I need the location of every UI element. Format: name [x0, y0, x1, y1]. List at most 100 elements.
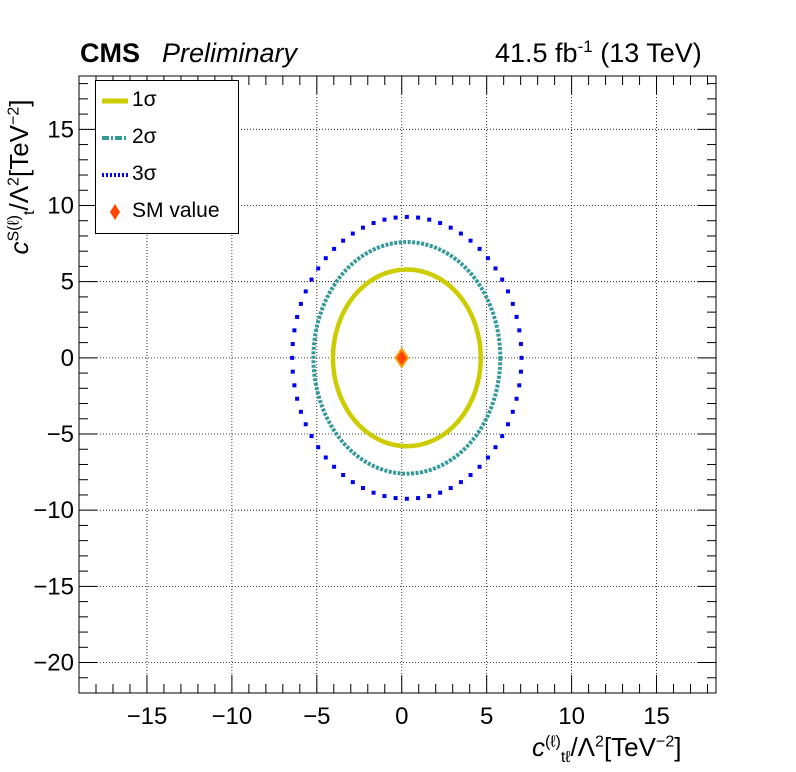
contour-3sigma-point — [292, 328, 297, 333]
contour-3sigma-point — [427, 217, 432, 222]
contour-3sigma-point — [393, 215, 398, 220]
contour-3sigma-point — [416, 215, 421, 220]
contour-3sigma-point — [510, 409, 515, 414]
contour-3sigma-point — [514, 396, 519, 401]
contour-3sigma-point — [382, 494, 387, 499]
sm-marker-group — [394, 347, 409, 369]
contour-3sigma-point — [341, 238, 346, 243]
contour-3sigma-point — [309, 277, 314, 282]
x-tick-label: −15 — [127, 703, 168, 730]
contour-3sigma-point — [518, 342, 523, 347]
contour-3sigma-point — [382, 217, 387, 222]
contour-3sigma-point — [404, 496, 409, 501]
contour-3sigma-point — [290, 342, 295, 347]
y-tick-label: 15 — [47, 116, 74, 143]
contour-3sigma-point — [298, 409, 303, 414]
contour-3sigma-point — [468, 238, 473, 243]
x-axis-title: c(ℓ)tℓ/Λ2[TeV−2] — [532, 732, 682, 767]
y-tick-label: −10 — [33, 497, 74, 524]
legend-item-2sigma: 2σ — [96, 120, 238, 156]
contour-3sigma-point — [323, 455, 328, 460]
y-tick-label: −5 — [47, 421, 74, 448]
luminosity-label: 41.5 fb-1 (13 TeV) — [495, 37, 702, 68]
contour-3sigma-point — [316, 266, 321, 271]
contour-2sigma — [311, 240, 503, 476]
contour-3sigma-point — [477, 464, 482, 469]
contour-3sigma-point — [323, 256, 328, 261]
y-tick-label: −15 — [33, 573, 74, 600]
contour-3sigma-point — [485, 455, 490, 460]
diamond-marker-icon — [110, 204, 120, 220]
contour-3sigma-point — [500, 277, 505, 282]
plot-frame — [78, 75, 717, 694]
y-tick-label: −20 — [33, 650, 74, 677]
contour-3sigma-point — [341, 473, 346, 478]
y-axis-title: cS(ℓ)t/Λ2[TeV−2] — [4, 99, 39, 255]
contour-3sigma-point — [517, 383, 522, 388]
dash-dot-line-icon — [102, 136, 128, 140]
legend-item-1sigma: 1σ — [96, 83, 238, 119]
contour-3sigma-point — [290, 355, 295, 360]
x-tick-label: 10 — [558, 703, 585, 730]
contour-3sigma-point — [309, 434, 314, 439]
contour-3sigma-point — [298, 301, 303, 306]
contour-3sigma-point — [468, 473, 473, 478]
contour-3sigma-point — [332, 246, 337, 251]
contour-3sigma-point — [371, 490, 376, 495]
contours — [290, 214, 524, 501]
contour-3sigma-point — [493, 445, 498, 450]
contour-3sigma-point — [404, 214, 409, 219]
contour-3sigma-point — [510, 301, 515, 306]
contour-3sigma-point — [477, 246, 482, 251]
contour-3sigma-point — [290, 369, 295, 374]
contour-3sigma-point — [303, 422, 308, 427]
contour-3sigma-point — [438, 220, 443, 225]
contour-3sigma-point — [448, 225, 453, 230]
contour-3sigma-point — [371, 220, 376, 225]
sm-value-marker — [394, 347, 409, 369]
x-tick-label: −5 — [303, 703, 330, 730]
contour-3sigma-point — [393, 496, 398, 501]
legend: 1σ 2σ 3σ SM value — [95, 80, 239, 234]
dotted-line-icon — [102, 173, 128, 177]
legend-item-3sigma: 3σ — [96, 157, 238, 193]
contour-3sigma-point — [350, 231, 355, 236]
solid-line-icon — [102, 98, 128, 104]
x-tick-label: 5 — [480, 703, 493, 730]
contour-3sigma-point — [295, 314, 300, 319]
contour-3sigma-point — [493, 266, 498, 271]
y-tick-label: 0 — [61, 345, 74, 372]
contour-3sigma-point — [505, 422, 510, 427]
contour-3sigma-point — [316, 445, 321, 450]
x-tick-label: −10 — [212, 703, 253, 730]
axis-ticks — [78, 76, 716, 694]
contour-3sigma-point — [500, 434, 505, 439]
y-tick-label: 10 — [47, 192, 74, 219]
x-tick-label: 15 — [643, 703, 670, 730]
experiment-label: CMS — [80, 38, 140, 68]
contour-3sigma-point — [448, 486, 453, 491]
contour-3sigma-point — [458, 231, 463, 236]
x-tick-label: 0 — [395, 703, 408, 730]
contour-3sigma-point — [505, 289, 510, 294]
contour-3sigma-point — [438, 490, 443, 495]
tick-labels: −15 −10 −5 0 5 10 15 −20 −15 −10 −5 0 5 10 15 — [33, 116, 670, 730]
contour-3sigma-point — [514, 314, 519, 319]
contour-3sigma-point — [295, 396, 300, 401]
contour-3sigma-point — [332, 464, 337, 469]
contour-3sigma-point — [360, 225, 365, 230]
contour-3sigma-point — [517, 328, 522, 333]
status-label: Preliminary — [162, 38, 298, 68]
legend-item-sm-value: SM value — [96, 194, 238, 230]
contour-3sigma-point — [427, 494, 432, 499]
contour-3sigma-point — [360, 486, 365, 491]
contour-3sigma — [290, 214, 524, 501]
contour-3sigma-point — [518, 369, 523, 374]
contour-3sigma-point — [292, 383, 297, 388]
contour-3sigma-point — [350, 480, 355, 485]
contour-3sigma-point — [485, 256, 490, 261]
contour-3sigma-point — [303, 289, 308, 294]
y-tick-label: 5 — [61, 269, 74, 296]
contour-1sigma — [330, 267, 483, 449]
